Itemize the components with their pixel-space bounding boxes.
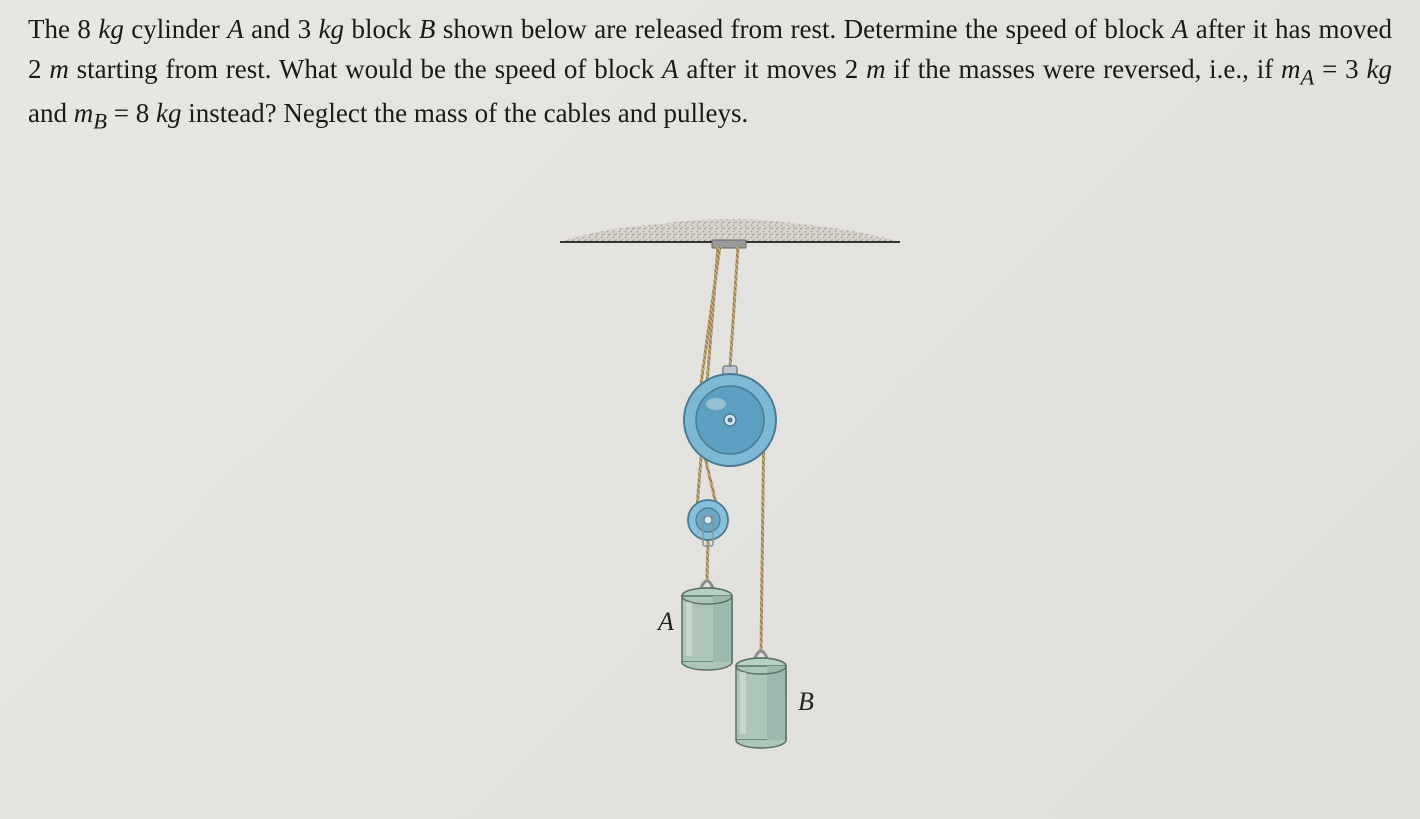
unit-kg: kg [98,14,123,44]
var-B: B [419,14,436,44]
unit-kg: kg [156,98,181,128]
text: = 8 [107,98,156,128]
text: and 3 [244,14,319,44]
text: and [28,98,74,128]
text: The 8 [28,14,98,44]
text: if the masses were reversed, i.e., if [886,54,1281,84]
text: block [344,14,419,44]
unit-m: m [49,54,69,84]
label-B: B [798,687,814,716]
pulley-diagram: AB [540,200,940,800]
sub-B: B [93,108,107,133]
text: shown below are released from rest. Dete… [435,14,1171,44]
var-mB: m [74,98,94,128]
sub-A: A [1301,64,1315,89]
unit-kg: kg [319,14,344,44]
unit-m: m [866,54,886,84]
label-A: A [656,607,674,636]
text: instead? Neglect the mass of the cables … [181,98,748,128]
text: = 3 [1314,54,1366,84]
text: cylinder [124,14,227,44]
var-A: A [662,54,679,84]
text: starting from rest. What would be the sp… [69,54,662,84]
var-A: A [227,14,244,44]
problem-statement: The 8 kg cylinder A and 3 kg block B sho… [28,10,1392,137]
text: after it moves 2 [679,54,867,84]
var-A: A [1172,14,1189,44]
unit-kg: kg [1367,54,1392,84]
var-mA: m [1281,54,1301,84]
